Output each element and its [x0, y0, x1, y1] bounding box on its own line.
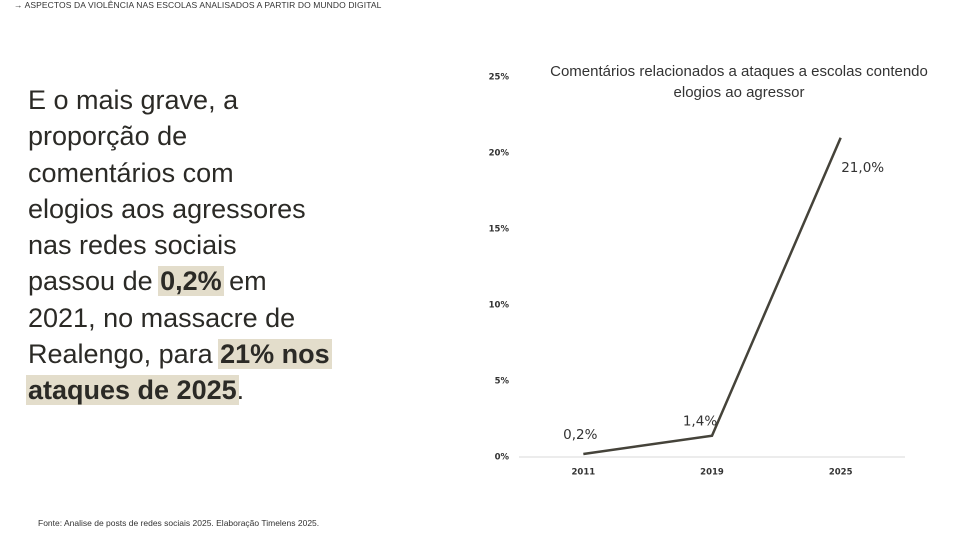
text-segment: Realengo, para [28, 339, 221, 370]
header-title: → ASPECTOS DA VIOLÊNCIA NAS ESCOLAS ANAL… [14, 0, 382, 10]
text-segment: passou de [28, 266, 161, 297]
text-segment: E o mais grave, a [28, 85, 239, 115]
text-segment: . [236, 375, 245, 406]
highlighted-text: 0,2% [158, 266, 224, 297]
text-line: ataques de 2025. [26, 372, 330, 408]
y-tick-label: 0% [495, 453, 510, 463]
text-line: elogios aos agressores [28, 191, 330, 227]
text-line: proporção de [28, 118, 330, 154]
text-segment: proporção de [28, 121, 188, 152]
highlighted-text: 21% nos [218, 339, 332, 370]
x-tick-label: 2025 [829, 468, 853, 478]
text-line: 2021, no massacre de [28, 300, 330, 336]
text-segment: elogios aos agressores [28, 193, 306, 224]
text-line: nas redes sociais [28, 227, 330, 263]
y-tick-label: 20% [489, 149, 510, 159]
y-tick-label: 25% [489, 73, 510, 83]
y-tick-label: 5% [495, 377, 510, 387]
body-text: E o mais grave, a proporção de comentários… [26, 82, 332, 409]
x-tick-label: 2011 [571, 468, 595, 478]
data-label: 21,0% [841, 160, 884, 176]
text-line: passou de 0,2% em [28, 263, 330, 299]
data-label: 1,4% [683, 414, 717, 430]
data-label: 0,2% [563, 427, 597, 443]
y-tick-label: 10% [489, 301, 510, 311]
text-line: comentários com [28, 155, 330, 191]
text-segment: 2021, no massacre de [28, 302, 296, 333]
text-segment: comentários com [28, 157, 234, 188]
x-tick-label: 2019 [700, 468, 724, 478]
highlighted-text: ataques de 2025 [26, 375, 239, 406]
y-tick-label: 15% [489, 225, 510, 235]
chart-title: Comentários relacionados a ataques a esc… [550, 63, 928, 101]
data-line [583, 137, 842, 456]
text-segment: em [221, 266, 267, 297]
text-line: Realengo, para 21% nos [28, 336, 332, 372]
text-segment: nas redes sociais [28, 230, 237, 261]
footnote: Fonte: Analise de posts de redes sociais… [38, 518, 320, 528]
text-line: E o mais grave, a [28, 82, 330, 118]
